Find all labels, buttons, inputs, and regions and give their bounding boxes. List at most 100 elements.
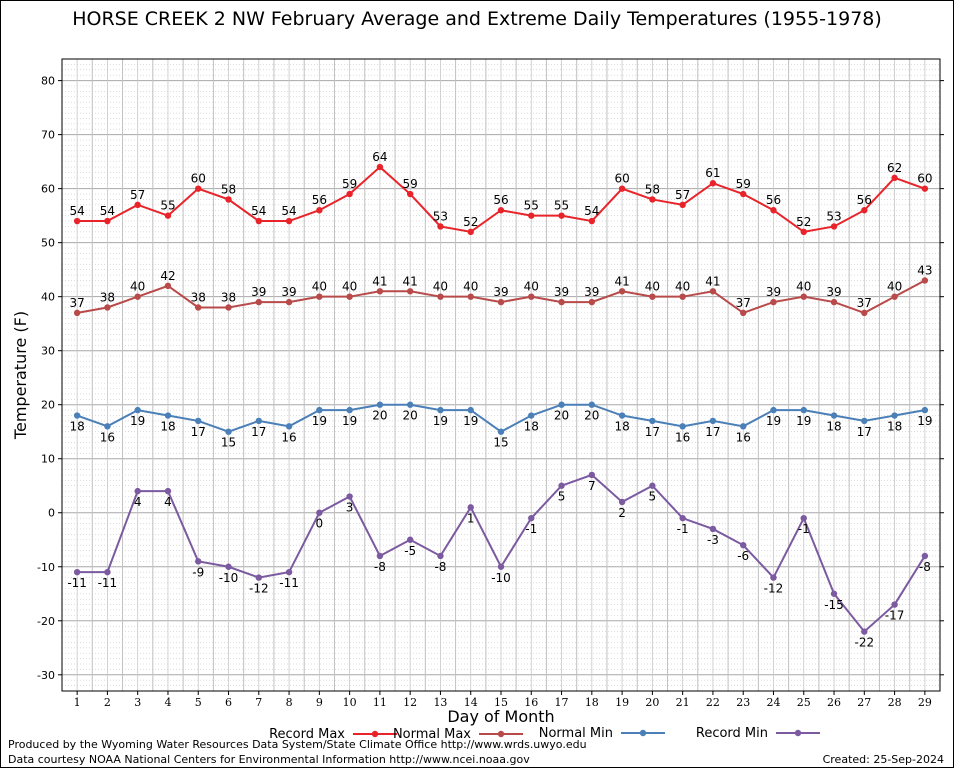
data-label: -3 bbox=[707, 533, 719, 547]
data-label: 40 bbox=[887, 280, 902, 294]
data-label: 39 bbox=[826, 285, 841, 299]
data-point bbox=[285, 423, 293, 430]
data-point bbox=[558, 212, 565, 219]
data-point bbox=[891, 293, 898, 300]
data-point bbox=[134, 201, 141, 209]
x-tick-label: 1 bbox=[74, 696, 81, 709]
data-label: 16 bbox=[281, 430, 296, 444]
data-point bbox=[618, 288, 626, 295]
legend-swatch-marker bbox=[497, 730, 505, 738]
x-tick-label: 7 bbox=[255, 696, 262, 709]
data-point bbox=[649, 482, 656, 489]
x-tick-label: 15 bbox=[494, 696, 508, 709]
y-tick-label: 30 bbox=[41, 345, 55, 358]
x-tick-label: 4 bbox=[164, 696, 171, 709]
data-point bbox=[437, 406, 444, 414]
data-label: -8 bbox=[434, 560, 446, 574]
data-point bbox=[346, 406, 353, 414]
legend-label: Record Min bbox=[696, 726, 768, 741]
y-tick-label: 10 bbox=[41, 453, 55, 466]
data-label: 58 bbox=[221, 182, 236, 196]
data-label: 17 bbox=[191, 425, 206, 439]
data-point bbox=[770, 406, 777, 414]
data-label: 37 bbox=[736, 296, 751, 310]
data-label: 54 bbox=[584, 204, 599, 218]
data-label: 40 bbox=[645, 280, 660, 294]
data-point bbox=[316, 207, 323, 214]
data-label: -11 bbox=[98, 576, 118, 590]
data-label: 55 bbox=[554, 199, 569, 213]
data-point bbox=[376, 552, 384, 560]
data-point bbox=[437, 223, 444, 230]
data-point bbox=[164, 412, 172, 419]
data-label: 54 bbox=[251, 204, 266, 218]
data-label: 41 bbox=[372, 274, 387, 288]
data-point bbox=[921, 185, 929, 192]
x-tick-label: 21 bbox=[676, 696, 690, 709]
y-tick-label: 50 bbox=[41, 237, 55, 250]
chart-title: HORSE CREEK 2 NW February Average and Ex… bbox=[72, 8, 882, 30]
data-label: 43 bbox=[917, 263, 932, 277]
data-label: 16 bbox=[736, 430, 751, 444]
data-point bbox=[528, 412, 535, 419]
data-label: 59 bbox=[736, 177, 751, 191]
data-label: 61 bbox=[705, 166, 720, 180]
series-record-max: 54 54 57 55 60 58 54 54 56 59 64 59 53 52 56 55 55 54 60 58… bbox=[69, 150, 933, 236]
data-point bbox=[770, 574, 777, 581]
data-point bbox=[104, 304, 111, 311]
data-point bbox=[770, 207, 777, 214]
y-tick-label: 80 bbox=[41, 75, 55, 88]
data-label: 40 bbox=[312, 280, 327, 294]
data-label: 40 bbox=[796, 280, 811, 294]
data-point bbox=[134, 487, 141, 495]
data-point bbox=[497, 563, 505, 570]
data-point bbox=[164, 487, 172, 495]
data-point bbox=[830, 590, 838, 597]
data-point bbox=[861, 207, 868, 214]
data-label: 40 bbox=[463, 280, 478, 294]
data-label: 39 bbox=[554, 285, 569, 299]
data-label: 39 bbox=[766, 285, 781, 299]
data-point bbox=[528, 212, 535, 219]
data-label: 53 bbox=[826, 209, 841, 223]
data-point bbox=[558, 482, 565, 489]
data-point bbox=[679, 293, 686, 300]
data-point bbox=[830, 298, 838, 306]
x-tick-label: 20 bbox=[645, 696, 659, 709]
data-label: 17 bbox=[705, 425, 720, 439]
data-label: 16 bbox=[675, 430, 690, 444]
data-point bbox=[316, 406, 323, 414]
data-label: 41 bbox=[705, 274, 720, 288]
data-point bbox=[225, 304, 232, 311]
legend-swatch-marker bbox=[371, 730, 379, 738]
data-point bbox=[709, 525, 717, 533]
data-label: -15 bbox=[824, 598, 844, 612]
data-label: 3 bbox=[346, 501, 354, 515]
data-label: -1 bbox=[677, 522, 689, 536]
data-label: 60 bbox=[191, 172, 206, 186]
data-point bbox=[921, 406, 929, 414]
data-point bbox=[376, 163, 384, 171]
x-tick-label: 3 bbox=[134, 696, 141, 709]
data-point bbox=[285, 298, 293, 306]
data-label: 18 bbox=[887, 420, 902, 434]
data-label: -1 bbox=[525, 522, 537, 536]
data-label: 58 bbox=[645, 182, 660, 196]
data-label: 54 bbox=[281, 204, 296, 218]
x-tick-label: 18 bbox=[585, 696, 599, 709]
y-tick-label: -10 bbox=[37, 561, 55, 574]
data-point bbox=[588, 401, 596, 408]
data-point bbox=[740, 190, 747, 198]
x-tick-label: 11 bbox=[373, 696, 387, 709]
x-tick-label: 17 bbox=[555, 696, 569, 709]
data-label: 56 bbox=[312, 193, 327, 207]
data-point bbox=[800, 514, 807, 522]
data-label: 41 bbox=[614, 274, 629, 288]
data-label: 42 bbox=[160, 269, 175, 283]
x-tick-label: 14 bbox=[464, 696, 478, 709]
data-point bbox=[709, 417, 717, 425]
data-point bbox=[558, 298, 565, 306]
data-label: 38 bbox=[191, 290, 206, 304]
data-point bbox=[406, 190, 414, 198]
